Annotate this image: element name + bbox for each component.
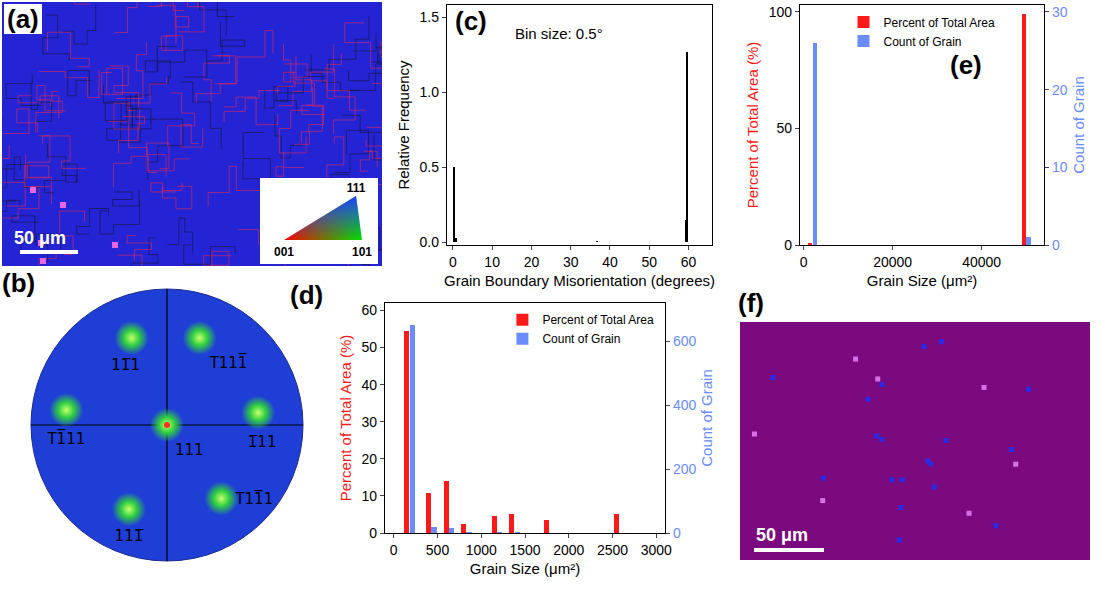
svg-text:0.0: 0.0 bbox=[420, 234, 440, 250]
svg-text:40: 40 bbox=[361, 377, 377, 393]
svg-text:60: 60 bbox=[361, 302, 377, 318]
svg-text:50 μm: 50 μm bbox=[756, 525, 808, 545]
svg-text:Percent of Total Area: Percent of Total Area bbox=[542, 313, 654, 327]
svg-text:Grain Size (μm²): Grain Size (μm²) bbox=[470, 560, 580, 577]
svg-text:200: 200 bbox=[673, 461, 697, 477]
svg-text:10: 10 bbox=[361, 488, 377, 504]
svg-text:Grain Boundary Misorientation: Grain Boundary Misorientation (degrees) bbox=[444, 272, 715, 289]
svg-text:Count of Grain: Count of Grain bbox=[1070, 76, 1087, 174]
svg-text:11̅1: 11̅1 bbox=[111, 356, 140, 374]
svg-text:Percent of Total Area (%): Percent of Total Area (%) bbox=[744, 42, 761, 208]
svg-text:T1̅11: T1̅11 bbox=[46, 429, 85, 448]
svg-text:Grain Size (μm²): Grain Size (μm²) bbox=[867, 272, 977, 289]
svg-text:1000: 1000 bbox=[466, 542, 497, 558]
html-text:(b): (b) bbox=[2, 268, 36, 298]
svg-text:2000: 2000 bbox=[553, 542, 584, 558]
svg-text:50: 50 bbox=[641, 254, 657, 270]
svg-text:1.0: 1.0 bbox=[420, 84, 440, 100]
svg-text:T111̅: T111̅ bbox=[209, 353, 248, 372]
svg-text:111: 111 bbox=[347, 181, 366, 195]
svg-text:20000: 20000 bbox=[873, 254, 912, 270]
svg-text:10: 10 bbox=[1052, 159, 1068, 175]
svg-text:0.5: 0.5 bbox=[420, 159, 440, 175]
svg-text:30: 30 bbox=[361, 414, 377, 430]
svg-text:101: 101 bbox=[352, 245, 372, 259]
svg-text:Bin size: 0.5°: Bin size: 0.5° bbox=[515, 25, 603, 42]
svg-text:Relative Frequency: Relative Frequency bbox=[395, 60, 412, 190]
svg-text:Count of Grain: Count of Grain bbox=[698, 369, 715, 467]
svg-text:10: 10 bbox=[484, 254, 500, 270]
svg-text:T11̅1: T11̅1 bbox=[234, 490, 273, 509]
svg-text:Percent of Total Area (%): Percent of Total Area (%) bbox=[337, 335, 354, 501]
svg-text:600: 600 bbox=[673, 333, 697, 349]
svg-text:20: 20 bbox=[361, 451, 377, 467]
svg-text:0: 0 bbox=[390, 542, 398, 558]
html-text:(f): (f) bbox=[738, 288, 764, 318]
svg-text:Percent of Total Area: Percent of Total Area bbox=[884, 16, 996, 30]
svg-text:001: 001 bbox=[274, 245, 294, 259]
svg-text:0: 0 bbox=[369, 525, 377, 541]
svg-text:50: 50 bbox=[776, 120, 792, 136]
svg-text:Count of Grain: Count of Grain bbox=[884, 35, 962, 49]
svg-text:100: 100 bbox=[769, 4, 793, 20]
svg-text:20: 20 bbox=[1052, 82, 1068, 98]
svg-text:60: 60 bbox=[681, 254, 697, 270]
svg-text:111: 111 bbox=[175, 441, 204, 459]
svg-text:40: 40 bbox=[602, 254, 618, 270]
html-text:(c): (c) bbox=[455, 6, 487, 36]
svg-text:30: 30 bbox=[563, 254, 579, 270]
svg-text:40000: 40000 bbox=[962, 254, 1001, 270]
svg-text:50 μm: 50 μm bbox=[14, 228, 66, 248]
svg-text:0: 0 bbox=[784, 237, 792, 253]
svg-text:30: 30 bbox=[1052, 4, 1068, 20]
html-text:(e): (e) bbox=[950, 50, 982, 80]
svg-text:0: 0 bbox=[800, 254, 808, 270]
svg-text:2500: 2500 bbox=[597, 542, 628, 558]
svg-text:1500: 1500 bbox=[509, 542, 540, 558]
svg-text:20: 20 bbox=[524, 254, 540, 270]
html-text:(d): (d) bbox=[290, 280, 324, 310]
svg-text:50: 50 bbox=[361, 339, 377, 355]
svg-text:0: 0 bbox=[1052, 237, 1060, 253]
svg-text:500: 500 bbox=[426, 542, 450, 558]
svg-text:3000: 3000 bbox=[641, 542, 672, 558]
svg-text:1̅11: 1̅11 bbox=[248, 433, 277, 451]
svg-text:Count of Grain: Count of Grain bbox=[542, 332, 620, 346]
svg-text:0: 0 bbox=[673, 525, 681, 541]
svg-text:400: 400 bbox=[673, 397, 697, 413]
svg-text:0: 0 bbox=[449, 254, 457, 270]
svg-text:111̅: 111̅ bbox=[115, 527, 145, 545]
svg-text:1.5: 1.5 bbox=[420, 9, 440, 25]
html-text:(a): (a) bbox=[7, 4, 39, 34]
